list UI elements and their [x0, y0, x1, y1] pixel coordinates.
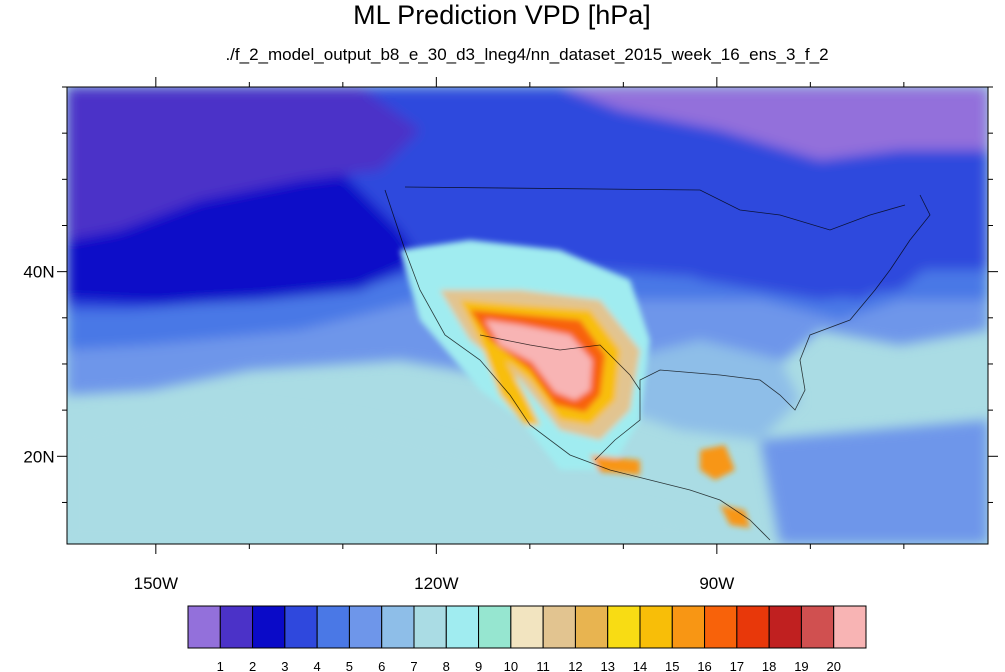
colorbar-swatch	[187, 605, 221, 649]
band-level-16-mexico-south	[590, 455, 640, 475]
colorbar-level-label: 20	[826, 659, 840, 672]
colorbar-swatch	[252, 605, 286, 649]
colorbar-swatch	[736, 605, 770, 649]
band-level-1	[560, 87, 988, 160]
colorbar-swatch	[478, 605, 512, 649]
colorbar-swatch	[284, 605, 318, 649]
colorbar-level-label: 13	[600, 659, 614, 672]
us-canada-border	[404, 186, 906, 231]
colorbar-level-label: 4	[314, 659, 321, 672]
colorbar-swatch	[704, 605, 738, 649]
band-level-15-baja	[480, 340, 540, 425]
band-level-20-southwest	[485, 320, 592, 400]
band-level-16-panama	[720, 505, 750, 528]
colorbar-level-label: 8	[443, 659, 450, 672]
band-level-6-caribbean	[760, 420, 988, 544]
band-level-7-gulf	[620, 340, 800, 440]
colorbar-swatch	[316, 605, 350, 649]
colorbar-swatch	[639, 605, 673, 649]
band-level-2	[67, 87, 420, 240]
axis-ticks	[57, 77, 998, 554]
colorbar-swatch	[381, 605, 415, 649]
y-tick-label: 20N	[23, 447, 54, 466]
colorbar-swatch	[510, 605, 544, 649]
colorbar-swatch	[348, 605, 383, 649]
colorbar-swatch	[607, 605, 641, 649]
colorbar-level-label: 10	[504, 659, 518, 672]
colorbar-level-label: 18	[762, 659, 776, 672]
chart-subtitle: ./f_2_model_output_b8_e_30_d3_lneg4/nn_d…	[225, 45, 828, 64]
colorbar-level-label: 19	[794, 659, 808, 672]
x-tick-labels: 150W 120W 90W	[134, 574, 735, 593]
y-tick-labels: 40N 20N	[23, 263, 54, 467]
colorbar-level-label: 12	[568, 659, 582, 672]
colorbar-swatch	[542, 605, 576, 649]
band-level-16-central-america	[700, 445, 735, 480]
chart-title: ML Prediction VPD [hPa]	[353, 0, 651, 30]
colorbar-level-label: 14	[633, 659, 647, 672]
x-tick-label: 90W	[699, 574, 734, 593]
us-mexico-border	[479, 334, 641, 391]
colorbar-level-label: 15	[665, 659, 679, 672]
land-boundaries	[384, 186, 931, 541]
colorbar-swatch	[445, 605, 480, 649]
field-dry-core	[400, 240, 750, 528]
colorbar-level-label: 2	[249, 659, 256, 672]
colorbar-swatch	[413, 605, 447, 649]
band-level-8-pacific	[67, 400, 760, 544]
colorbar-swatch	[768, 605, 802, 649]
map-frame	[66, 86, 989, 545]
colorbar-level-label: 11	[536, 659, 550, 672]
colorbar-level-label: 16	[697, 659, 711, 672]
colorbar	[187, 605, 867, 649]
x-tick-label: 150W	[134, 574, 178, 593]
colorbar-swatch	[219, 605, 254, 649]
field-smooth-bands	[67, 87, 988, 544]
colorbar-swatch	[671, 605, 706, 649]
colorbar-swatch	[574, 605, 609, 649]
colorbar-swatch	[800, 605, 835, 649]
vpd-field	[67, 87, 988, 544]
colorbar-level-label: 6	[378, 659, 385, 672]
colorbar-level-label: 3	[281, 659, 288, 672]
colorbar-level-label: 7	[410, 659, 417, 672]
x-tick-label: 120W	[414, 574, 458, 593]
colorbar-level-label: 1	[217, 659, 224, 672]
colorbar-labels: 1 2 3 4 5 6 7 8 9 10 11 12 13 14 15 16 17 18 19 20	[217, 659, 841, 672]
north-america-coastline	[384, 189, 931, 541]
colorbar-level-label: 17	[730, 659, 744, 672]
colorbar-level-label: 5	[346, 659, 353, 672]
colorbar-swatch	[833, 605, 867, 649]
y-tick-label: 40N	[23, 263, 54, 282]
colorbar-level-label: 9	[475, 659, 482, 672]
band-level-4-east	[640, 170, 960, 300]
